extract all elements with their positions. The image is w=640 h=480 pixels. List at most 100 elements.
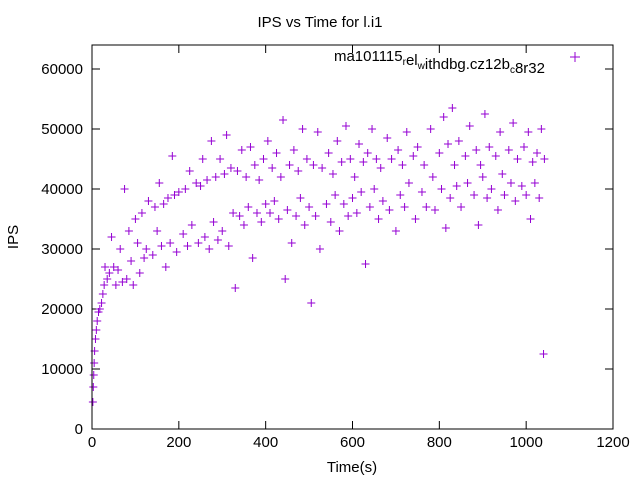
- data-point: [378, 197, 387, 205]
- data-point: [348, 194, 357, 202]
- data-point: [333, 137, 342, 145]
- data-point: [155, 179, 164, 187]
- data-point: [383, 134, 392, 142]
- data-point: [250, 161, 259, 169]
- data-point: [289, 146, 298, 154]
- data-point: [235, 212, 244, 220]
- data-point: [524, 128, 533, 136]
- x-tick-label: 200: [166, 434, 191, 451]
- data-point: [496, 128, 505, 136]
- y-tick-label: 10000: [41, 361, 83, 378]
- data-point: [144, 197, 153, 205]
- data-point: [196, 182, 205, 190]
- data-point: [305, 203, 314, 211]
- data-point: [474, 221, 483, 229]
- y-tick-label: 40000: [41, 181, 83, 198]
- data-point: [140, 254, 149, 262]
- data-point: [493, 206, 502, 214]
- data-point: [441, 224, 450, 232]
- data-point: [470, 191, 479, 199]
- data-point: [207, 137, 216, 145]
- data-point: [324, 149, 333, 157]
- legend-text-part: c: [510, 65, 515, 76]
- data-point: [124, 227, 133, 235]
- data-point: [192, 179, 201, 187]
- data-point: [322, 200, 331, 208]
- data-point: [385, 206, 394, 214]
- data-point: [109, 263, 118, 271]
- y-tick-label: 60000: [41, 61, 83, 78]
- data-point: [268, 164, 277, 172]
- data-point: [357, 188, 366, 196]
- y-axis-label: IPS: [5, 225, 22, 249]
- data-point: [504, 146, 513, 154]
- data-point: [127, 257, 136, 265]
- data-point: [404, 179, 413, 187]
- x-tick-label: 1000: [509, 434, 542, 451]
- data-point: [266, 209, 275, 217]
- data-point: [500, 191, 509, 199]
- plot-border: [91, 44, 614, 430]
- data-point: [476, 161, 485, 169]
- data-point: [417, 188, 426, 196]
- data-point: [111, 281, 120, 289]
- data-point: [483, 194, 492, 202]
- data-point: [309, 161, 318, 169]
- data-point: [242, 173, 251, 181]
- data-point: [411, 215, 420, 223]
- data-point: [352, 209, 361, 217]
- data-point: [426, 125, 435, 133]
- data-point: [142, 245, 151, 253]
- data-point: [281, 275, 290, 283]
- legend-text-part: w: [417, 61, 426, 72]
- data-point: [218, 227, 227, 235]
- data-point: [537, 125, 546, 133]
- x-tick-label: 400: [253, 434, 278, 451]
- data-point: [498, 170, 507, 178]
- data-point: [166, 239, 175, 247]
- legend-text-part: el: [406, 52, 418, 69]
- data-point: [444, 140, 453, 148]
- data-point: [487, 185, 496, 193]
- legend-label: ma101115relwithdbg.cz12bc8r32: [334, 48, 545, 77]
- data-point: [103, 275, 112, 283]
- data-point: [409, 152, 418, 160]
- data-point: [203, 176, 212, 184]
- data-point: [376, 164, 385, 172]
- data-point: [315, 245, 324, 253]
- axis-ticks: 0 10000 20000 30000 40000 50000 60000 0 200 400 60…: [41, 45, 630, 451]
- data-point: [506, 179, 515, 187]
- data-point: [394, 146, 403, 154]
- data-point: [209, 218, 218, 226]
- data-point: [422, 203, 431, 211]
- data-point: [259, 155, 268, 163]
- data-point: [261, 200, 270, 208]
- y-tick-label: 30000: [41, 241, 83, 258]
- data-point: [129, 281, 138, 289]
- data-point: [528, 158, 537, 166]
- data-point: [181, 185, 190, 193]
- data-point: [98, 290, 107, 298]
- data-point: [105, 269, 114, 277]
- data-point: [93, 317, 102, 325]
- data-point: [153, 227, 162, 235]
- data-point: [97, 299, 106, 307]
- data-point: [540, 155, 549, 163]
- data-point: [391, 227, 400, 235]
- data-point: [90, 359, 99, 367]
- data-point: [439, 113, 448, 121]
- data-point: [283, 206, 292, 214]
- data-point: [346, 155, 355, 163]
- data-point: [363, 149, 372, 157]
- data-point: [517, 182, 526, 190]
- data-point: [337, 158, 346, 166]
- data-point: [472, 146, 481, 154]
- data-point: [244, 203, 253, 211]
- data-point: [522, 191, 531, 199]
- data-point: [450, 161, 459, 169]
- data-point: [535, 194, 544, 202]
- data-point: [437, 185, 446, 193]
- data-point: [485, 143, 494, 151]
- data-point: [148, 251, 157, 259]
- data-point: [272, 149, 281, 157]
